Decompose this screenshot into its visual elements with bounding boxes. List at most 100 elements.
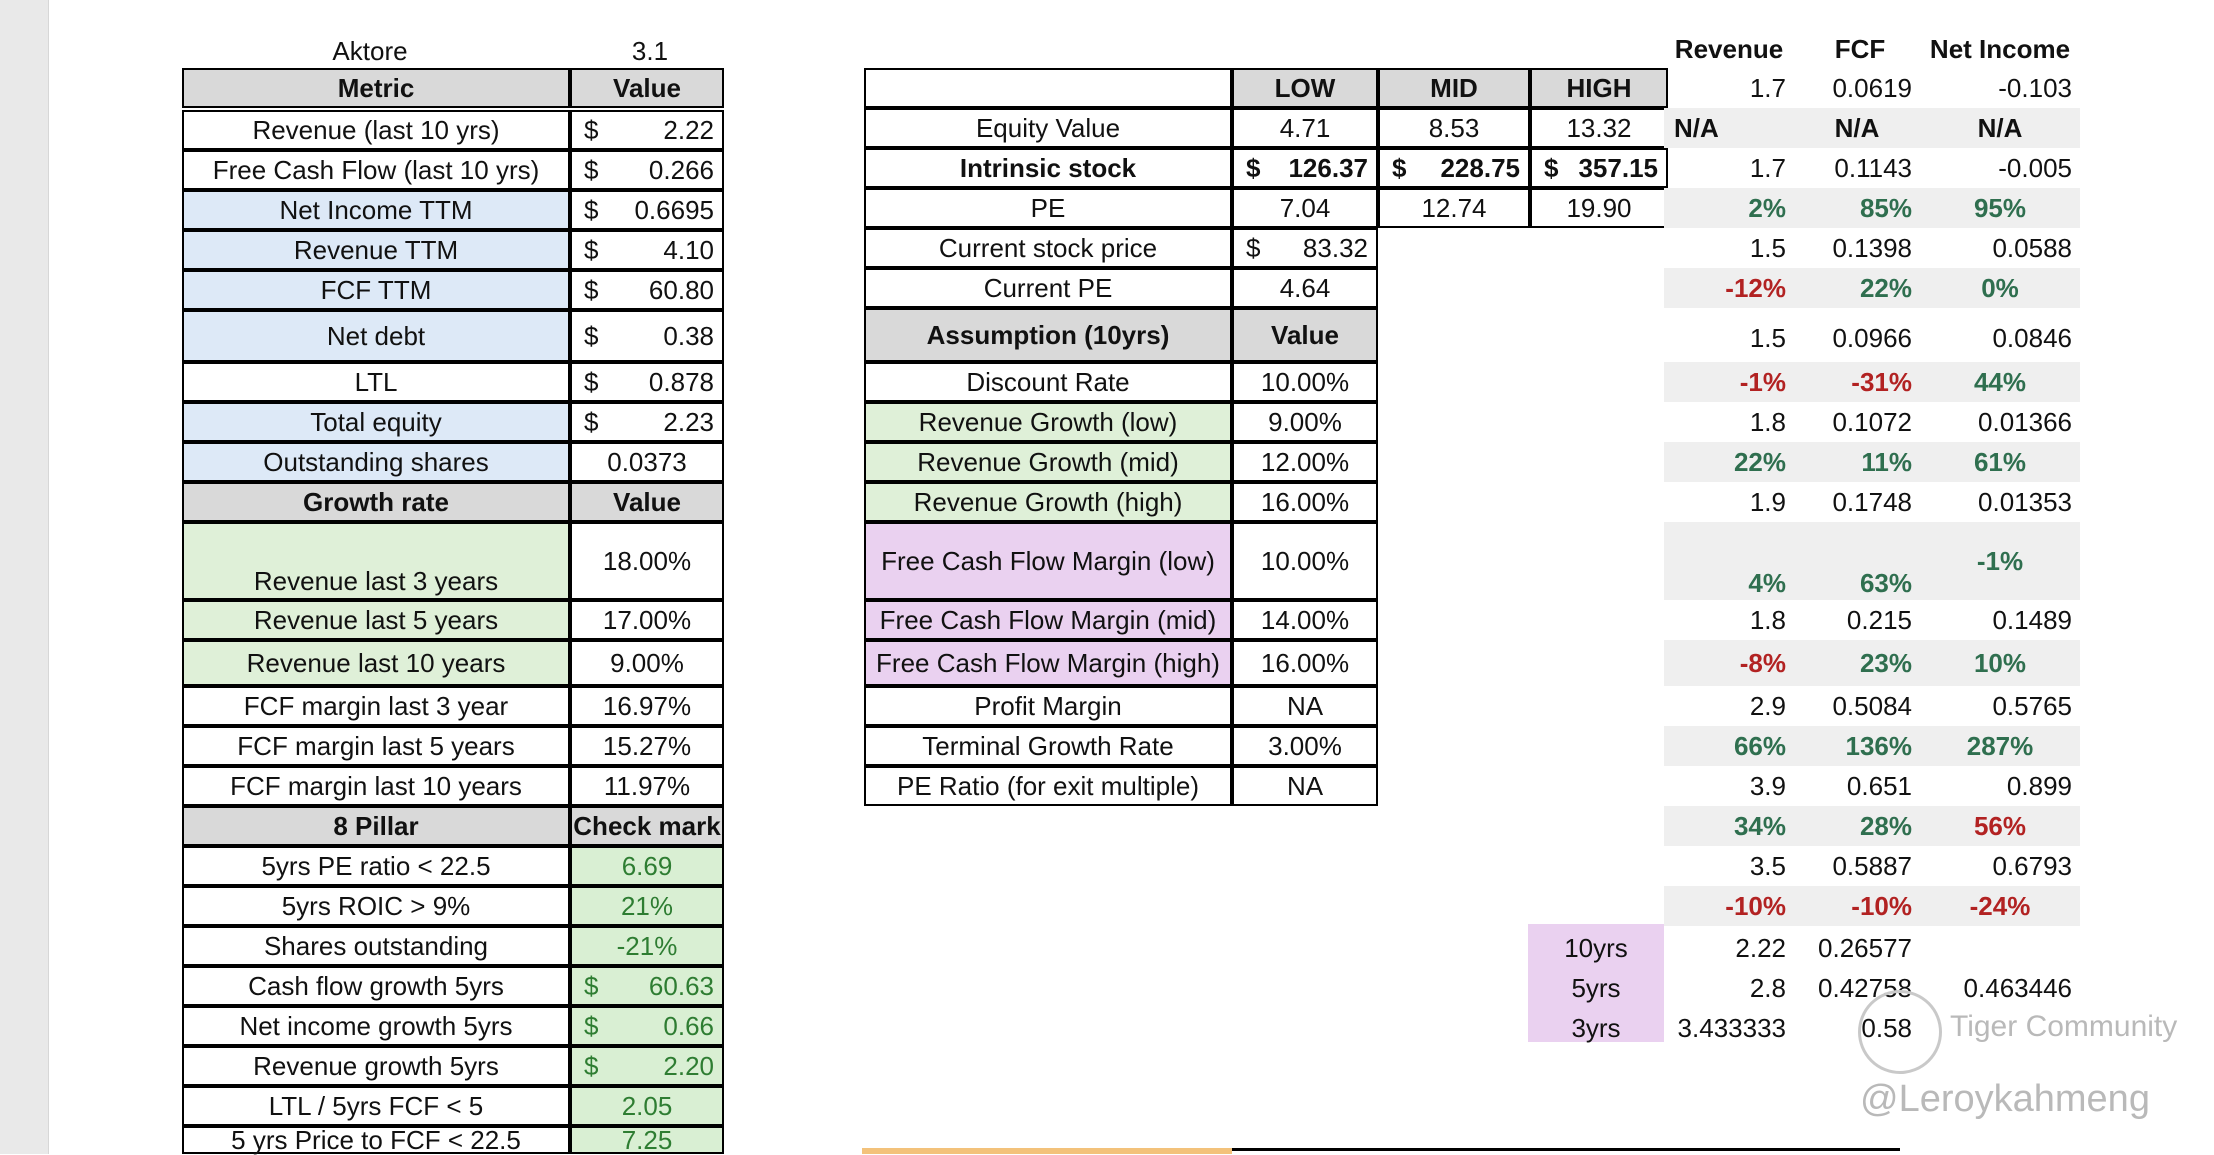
metric-value: $0.266 xyxy=(570,150,724,190)
assumption-value: 14.00% xyxy=(1232,600,1378,640)
growth-label: Revenue last 5 years xyxy=(182,600,570,640)
metric-label: Net Income TTM xyxy=(182,190,570,230)
assumption-value: NA xyxy=(1232,686,1378,726)
right-row-fcf: 63% xyxy=(1794,522,1920,600)
intrinsic-number: 126.37 xyxy=(1288,153,1368,183)
bottom-border-line xyxy=(862,1148,1900,1151)
metric-number: 0.6695 xyxy=(634,195,714,225)
metric-label: Revenue (last 10 yrs) xyxy=(182,110,570,150)
currency-symbol: $ xyxy=(584,1051,599,1081)
metric-value: $0.878 xyxy=(570,362,724,402)
valuation-value-low: 4.71 xyxy=(1232,108,1378,148)
right-row-fcf: 0.1398 xyxy=(1832,233,1912,263)
intrinsic-low: $126.37 xyxy=(1232,148,1378,188)
metric-value: $60.80 xyxy=(570,270,724,310)
metric-label: Outstanding shares xyxy=(182,442,570,482)
valuation-high-header: HIGH xyxy=(1530,68,1668,108)
currency-symbol: $ xyxy=(584,407,599,437)
right-row-revenue: N/A xyxy=(1664,108,1794,148)
growth-value: 18.00% xyxy=(570,522,724,600)
pillar-header-label: 8 Pillar xyxy=(182,806,570,846)
right-row-revenue: 66% xyxy=(1664,726,1794,766)
right-row-net-income: 0.1489 xyxy=(1992,605,2072,635)
growth-label: FCF margin last 10 years xyxy=(182,766,570,806)
right-row-net-income: -0.103 xyxy=(1998,73,2072,103)
valuation-value-low: 7.04 xyxy=(1232,188,1378,228)
pillar-value: -21% xyxy=(570,926,724,966)
growth-label: FCF margin last 5 years xyxy=(182,726,570,766)
pillar-number: 0.66 xyxy=(663,1011,714,1041)
period-net-income: 0.463446 xyxy=(1963,973,2072,1003)
currency-symbol: $ xyxy=(584,235,599,265)
currency-symbol: $ xyxy=(1246,233,1261,263)
assumption-value: 3.00% xyxy=(1232,726,1378,766)
intrinsic-number: 357.15 xyxy=(1578,153,1658,183)
valuation-value-high: 19.90 xyxy=(1530,188,1668,228)
right-row-net-income: 0% xyxy=(1920,268,2080,308)
assumption-value: 16.00% xyxy=(1232,482,1378,522)
current-pe-label: Current PE xyxy=(864,268,1232,308)
pillar-label: Cash flow growth 5yrs xyxy=(182,966,570,1006)
right-header-revenue: Revenue xyxy=(1674,34,1784,64)
right-row-net-income: -24% xyxy=(1920,886,2080,926)
right-row-fcf: 0.1143 xyxy=(1834,153,1912,183)
right-row-revenue: -12% xyxy=(1664,268,1794,308)
currency-symbol: $ xyxy=(584,275,599,305)
valuation-label: Equity Value xyxy=(864,108,1232,148)
spreadsheet-gutter xyxy=(0,0,49,1154)
assumption-header-label: Assumption (10yrs) xyxy=(864,308,1232,362)
right-row-net-income: N/A xyxy=(1920,108,2080,148)
right-row-fcf: 0.651 xyxy=(1846,771,1912,801)
right-header-fcf: FCF xyxy=(1834,34,1886,64)
right-row-revenue: 3.9 xyxy=(1749,771,1786,801)
intrinsic-high: $357.15 xyxy=(1530,148,1668,188)
right-row-fcf: 11% xyxy=(1794,442,1920,482)
watermark-line2: @Leroykahmeng xyxy=(1860,1078,2150,1120)
pillar-header-value: Check mark xyxy=(570,806,724,846)
right-row-revenue: 22% xyxy=(1664,442,1794,482)
right-row-net-income: 287% xyxy=(1920,726,2080,766)
metric-label: LTL xyxy=(182,362,570,402)
currency-symbol: $ xyxy=(1544,153,1559,183)
metric-label: FCF TTM xyxy=(182,270,570,310)
valuation-low-header: LOW xyxy=(1232,68,1378,108)
period-label-5yrs: 5yrs xyxy=(1571,973,1621,1003)
right-row-net-income: 61% xyxy=(1920,442,2080,482)
right-row-fcf: 0.0966 xyxy=(1832,323,1912,353)
right-row-net-income: 0.6793 xyxy=(1992,851,2072,881)
pillar-value: $60.63 xyxy=(570,966,724,1006)
pillar-label: 5yrs PE ratio < 22.5 xyxy=(182,846,570,886)
watermark-line1: Tiger Community xyxy=(1950,1010,2178,1043)
right-row-fcf: 22% xyxy=(1794,268,1920,308)
right-row-revenue: 1.9 xyxy=(1749,487,1786,517)
period-label-bg xyxy=(1528,924,1664,1042)
valuation-blank-header xyxy=(864,68,1232,108)
right-row-revenue: 2% xyxy=(1664,188,1794,228)
right-row-net-income: -1% xyxy=(1920,522,2080,600)
currency-symbol: $ xyxy=(1246,153,1261,183)
right-row-revenue: 1.8 xyxy=(1749,605,1786,635)
assumption-value: 16.00% xyxy=(1232,640,1378,686)
metric-number: 0.878 xyxy=(648,367,714,397)
pillar-value: $0.66 xyxy=(570,1006,724,1046)
current-price-value: $83.32 xyxy=(1232,228,1378,268)
growth-value: 11.97% xyxy=(570,766,724,806)
valuation-value-mid: 12.74 xyxy=(1378,188,1530,228)
valuation-label: PE xyxy=(864,188,1232,228)
right-row-revenue: -1% xyxy=(1664,362,1794,402)
assumption-value: 10.00% xyxy=(1232,362,1378,402)
version-value: 3.1 xyxy=(631,36,669,66)
pillar-label: 5 yrs Price to FCF < 22.5 xyxy=(182,1126,570,1154)
right-row-fcf: 0.1072 xyxy=(1832,407,1912,437)
right-row-net-income: 0.01353 xyxy=(1978,487,2072,517)
metric-header-value: Value xyxy=(570,68,724,108)
currency-symbol: $ xyxy=(584,195,599,225)
currency-symbol: $ xyxy=(584,321,599,351)
right-row-net-income: 10% xyxy=(1920,640,2080,686)
company-name: Aktore xyxy=(332,36,408,66)
pillar-value: 2.05 xyxy=(570,1086,724,1126)
right-row-fcf: -10% xyxy=(1794,886,1920,926)
intrinsic-mid: $228.75 xyxy=(1378,148,1530,188)
right-row-revenue: 1.7 xyxy=(1749,73,1786,103)
assumption-label: Terminal Growth Rate xyxy=(864,726,1232,766)
